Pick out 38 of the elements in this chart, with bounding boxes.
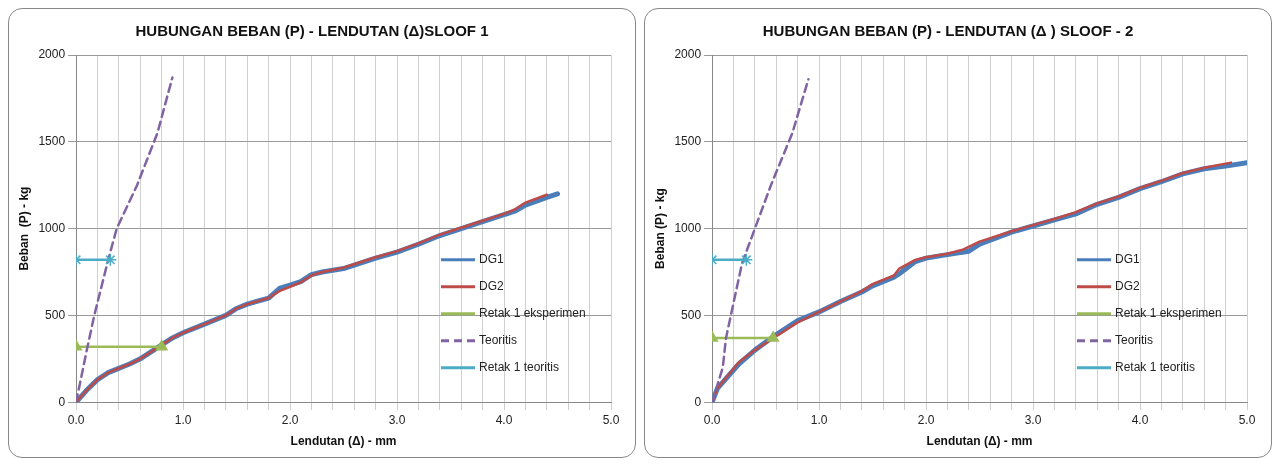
legend-label: Retak 1 eksperimen bbox=[479, 306, 586, 321]
y-axis-title: Beban (P) - kg bbox=[652, 188, 667, 269]
chart-title: HUBUNGAN BEBAN (P) - LENDUTAN (Δ)SLOOF 1 bbox=[135, 22, 489, 40]
x-tick-label: 5.0 bbox=[602, 412, 620, 427]
legend-label: DG2 bbox=[479, 279, 504, 294]
legend-label: DG1 bbox=[479, 252, 504, 267]
x-tick-label: 2.0 bbox=[281, 412, 299, 427]
legend-label: Retak 1 teoritis bbox=[1115, 360, 1196, 375]
x-tick-label: 0.0 bbox=[67, 412, 85, 427]
y-tick-label: 2000 bbox=[674, 47, 702, 62]
y-tick-label: 0 bbox=[694, 394, 702, 409]
y-tick-label: 1000 bbox=[38, 220, 66, 235]
y-tick-label: 500 bbox=[45, 307, 66, 322]
x-axis-title: Lendutan (Δ) - mm bbox=[290, 434, 397, 449]
x-tick-label: 5.0 bbox=[1238, 412, 1256, 427]
x-tick-label: 2.0 bbox=[917, 412, 935, 427]
legend-label: DG1 bbox=[1115, 252, 1140, 267]
x-tick-label: 3.0 bbox=[388, 412, 406, 427]
x-tick-label: 1.0 bbox=[174, 412, 192, 427]
x-tick-label: 3.0 bbox=[1024, 412, 1042, 427]
chart-title: HUBUNGAN BEBAN (P) - LENDUTAN (Δ ) SLOOF - 2 bbox=[762, 22, 1134, 40]
x-axis-title: Lendutan (Δ) - mm bbox=[926, 434, 1033, 449]
x-tick-label: 4.0 bbox=[495, 412, 513, 427]
y-axis-title: Beban (P) - kg bbox=[16, 186, 31, 271]
legend-label: Teoritis bbox=[1115, 333, 1154, 348]
x-tick-label: 4.0 bbox=[1131, 412, 1149, 427]
y-tick-label: 0 bbox=[58, 394, 66, 409]
legend-label: Retak 1 eksperimen bbox=[1115, 306, 1222, 321]
y-tick-label: 500 bbox=[681, 307, 702, 322]
y-tick-label: 2000 bbox=[38, 47, 66, 62]
y-tick-label: 1000 bbox=[674, 220, 702, 235]
x-tick-label: 0.0 bbox=[703, 412, 721, 427]
legend-label: Retak 1 teoritis bbox=[479, 360, 560, 375]
legend-label: Teoritis bbox=[479, 333, 518, 348]
y-tick-label: 1500 bbox=[674, 134, 702, 149]
x-tick-label: 1.0 bbox=[810, 412, 828, 427]
legend-label: DG2 bbox=[1115, 279, 1140, 294]
y-tick-label: 1500 bbox=[38, 134, 66, 149]
